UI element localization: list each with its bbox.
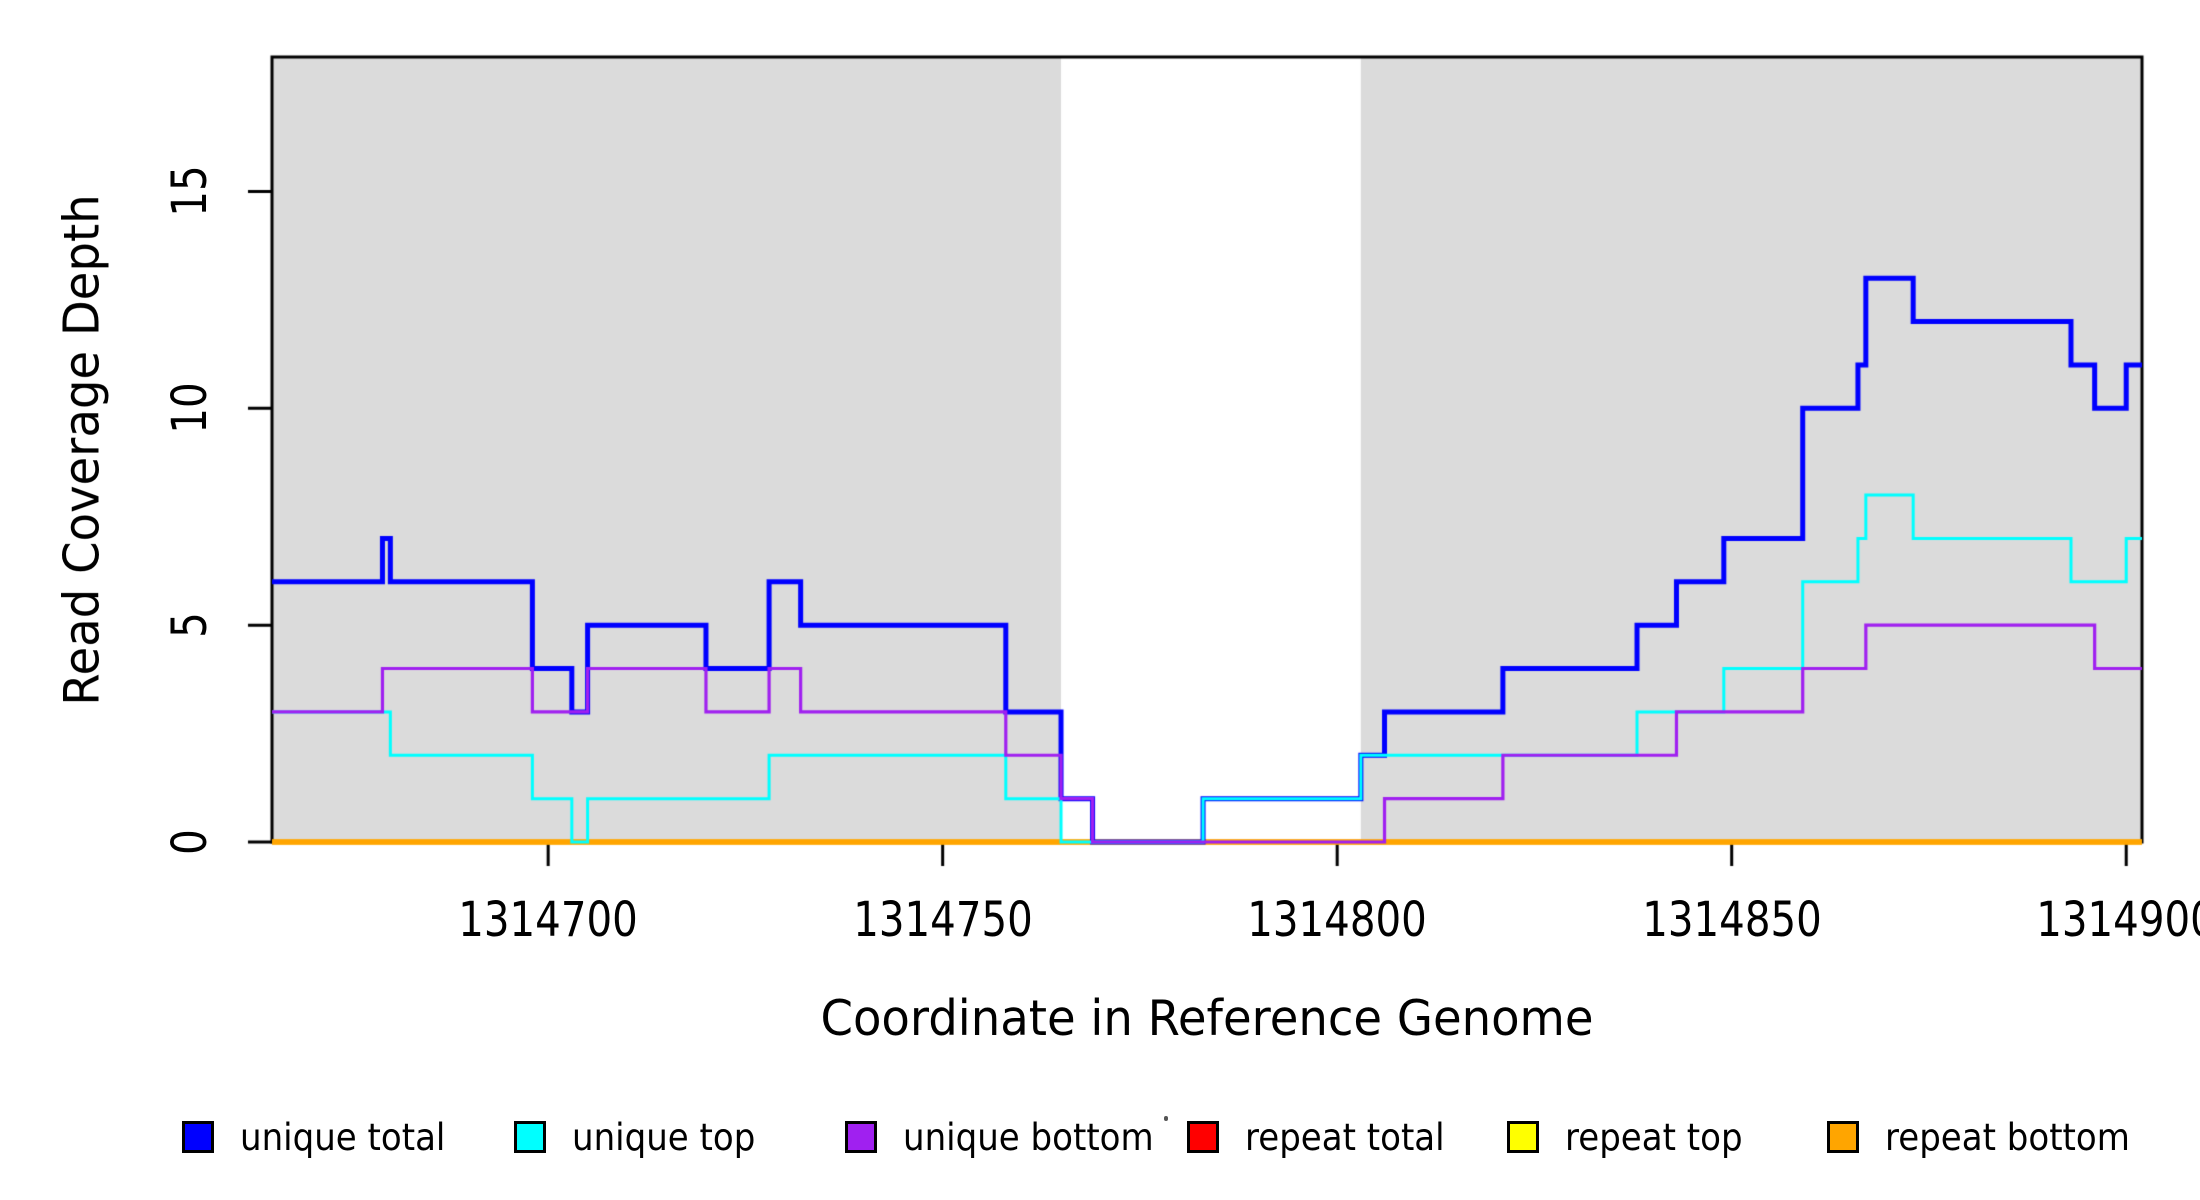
legend-item-unique-total: unique total xyxy=(182,1116,463,1159)
y-tick-label: 15 xyxy=(162,165,218,218)
stray-mark xyxy=(1164,1116,1168,1121)
legend-item-unique-top: unique top xyxy=(514,1116,771,1159)
x-tick-label: 1314700 xyxy=(458,892,638,948)
legend-swatch xyxy=(514,1121,546,1153)
legend-label: unique bottom xyxy=(903,1115,1154,1159)
legend-swatch xyxy=(1187,1121,1219,1153)
legend-label: unique top xyxy=(572,1115,756,1159)
legend-label: unique total xyxy=(240,1115,446,1159)
legend-label: repeat total xyxy=(1245,1115,1445,1159)
x-tick-label: 1314900 xyxy=(2036,892,2200,948)
legend-label: repeat top xyxy=(1565,1115,1743,1159)
x-tick-label: 1314850 xyxy=(1641,892,1822,948)
legend-item-repeat-bottom: repeat bottom xyxy=(1827,1116,2151,1159)
legend-swatch xyxy=(182,1121,214,1153)
x-tick-label: 1314750 xyxy=(852,892,1033,948)
x-axis-title: Coordinate in Reference Genome xyxy=(820,990,1594,1047)
legend-swatch xyxy=(845,1121,877,1153)
legend-swatch xyxy=(1827,1121,1859,1153)
legend-item-repeat-total: repeat total xyxy=(1187,1116,1462,1159)
x-tick-label: 1314800 xyxy=(1247,892,1427,948)
y-tick-label: 0 xyxy=(162,829,218,855)
y-axis-title: Read Coverage Depth xyxy=(53,194,111,706)
y-tick-label: 5 xyxy=(162,612,218,638)
legend-label: repeat bottom xyxy=(1885,1115,2130,1159)
legend-item-unique-bottom: unique bottom xyxy=(845,1116,1175,1159)
legend-swatch xyxy=(1507,1121,1539,1153)
y-tick-label: 10 xyxy=(162,382,218,434)
legend-item-repeat-top: repeat top xyxy=(1507,1116,1758,1159)
